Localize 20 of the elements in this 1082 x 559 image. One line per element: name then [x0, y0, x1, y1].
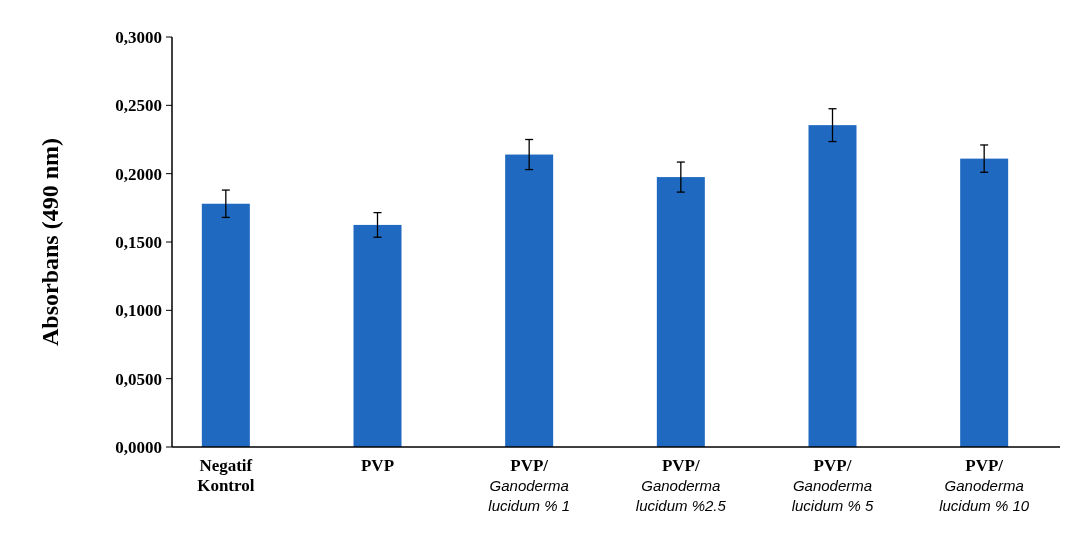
x-tick-label: PVP/Ganoderma lucidum % 5	[791, 456, 875, 514]
y-tick-label: 0,0500	[115, 369, 162, 389]
x-tick-label: PVP/Ganoderma lucidum %2.5	[635, 456, 727, 514]
x-tick-label: PVP	[360, 456, 395, 475]
y-tick-label: 0,0000	[115, 437, 162, 457]
y-tick-label: 0,2000	[115, 164, 162, 184]
y-tick-label: 0,1500	[115, 232, 162, 252]
y-axis-title: Absorbans (490 nm)	[37, 137, 64, 347]
bar	[656, 177, 705, 447]
bar	[505, 154, 554, 447]
bar	[960, 158, 1009, 447]
y-tick-label: 0,2500	[115, 96, 162, 116]
bar	[201, 203, 250, 447]
x-tick-label: PVP/Ganoderma lucidum % 1	[488, 456, 571, 514]
bar	[808, 125, 857, 447]
y-tick-label: 0,1000	[115, 301, 162, 321]
y-tick-label: 0,3000	[115, 27, 162, 47]
x-tick-label: Negatif Kontrol	[197, 456, 255, 495]
bar	[353, 224, 402, 447]
x-tick-label: PVP/Ganoderma lucidum % 10	[939, 456, 1030, 514]
